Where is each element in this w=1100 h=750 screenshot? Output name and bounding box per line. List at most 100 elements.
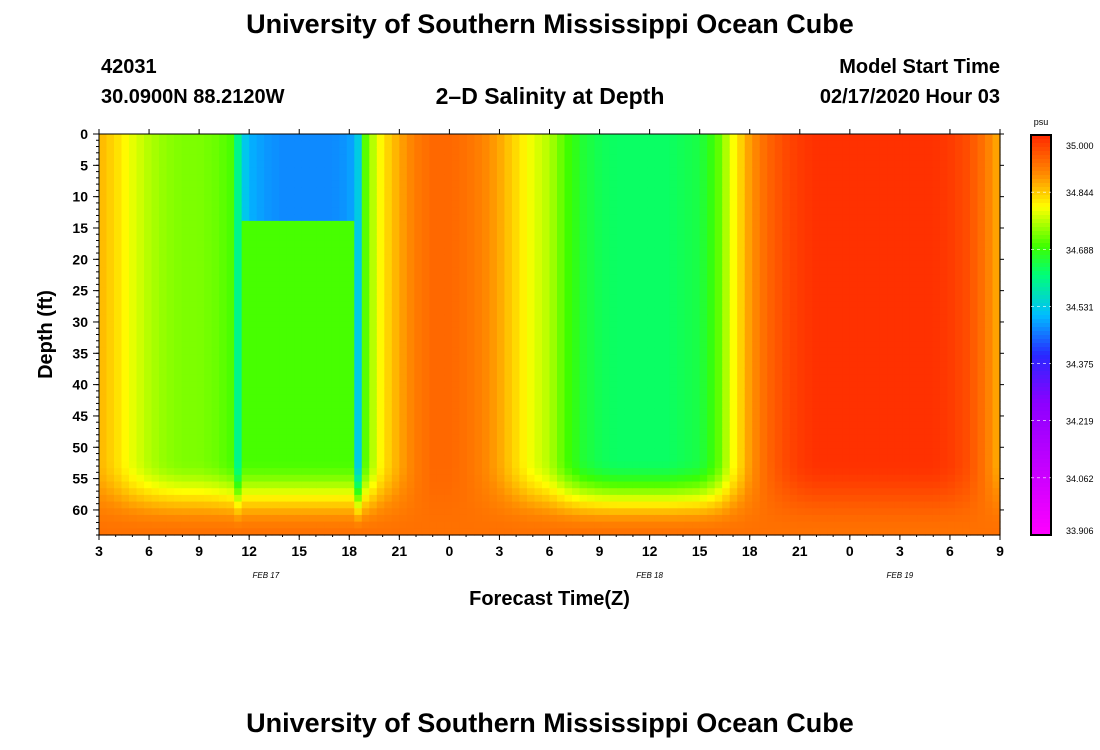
salinity-cell	[549, 354, 558, 362]
salinity-cell	[504, 414, 513, 422]
salinity-cell	[489, 214, 498, 222]
salinity-cell	[421, 147, 430, 155]
salinity-cell	[617, 354, 626, 362]
salinity-cell	[466, 187, 476, 195]
salinity-cell	[594, 267, 603, 275]
salinity-cell	[264, 454, 273, 463]
salinity-cell	[406, 461, 415, 469]
salinity-cell	[391, 468, 400, 476]
salinity-cell	[309, 494, 318, 503]
salinity-cell	[669, 461, 678, 469]
salinity-cell	[391, 441, 400, 449]
salinity-cell	[549, 347, 558, 356]
salinity-cell	[114, 354, 123, 362]
salinity-cell	[166, 180, 175, 189]
salinity-cell	[256, 408, 265, 416]
salinity-cell	[159, 468, 168, 476]
salinity-cell	[331, 187, 340, 195]
salinity-cell	[339, 294, 348, 302]
salinity-cell	[677, 361, 686, 369]
salinity-cell	[602, 434, 611, 443]
salinity-cell	[144, 180, 153, 189]
salinity-cell	[151, 321, 160, 329]
salinity-cell	[354, 200, 363, 209]
salinity-cell	[714, 508, 723, 516]
salinity-cell	[106, 167, 115, 175]
salinity-cell	[541, 508, 551, 516]
salinity-cell	[429, 488, 438, 496]
salinity-cell	[541, 381, 551, 389]
salinity-cell	[677, 434, 686, 443]
salinity-cell	[99, 441, 108, 449]
salinity-cell	[159, 234, 168, 242]
salinity-cell	[609, 408, 618, 416]
salinity-cell	[346, 267, 355, 275]
salinity-cell	[602, 514, 611, 523]
salinity-cell	[294, 347, 303, 356]
salinity-cell	[241, 240, 250, 249]
salinity-cell	[129, 528, 138, 536]
salinity-cell	[541, 387, 551, 396]
salinity-cell	[301, 461, 310, 469]
salinity-cell	[144, 134, 153, 142]
salinity-cell	[504, 287, 513, 295]
salinity-cell	[451, 167, 460, 175]
salinity-cell	[587, 454, 596, 463]
salinity-cell	[699, 194, 708, 202]
salinity-cell	[219, 254, 228, 262]
salinity-cell	[256, 234, 265, 242]
salinity-cell	[174, 260, 183, 269]
salinity-cell	[144, 247, 153, 255]
salinity-cell	[166, 488, 175, 496]
salinity-cell	[684, 508, 693, 516]
salinity-cell	[444, 354, 453, 362]
salinity-cell	[444, 207, 453, 215]
salinity-cell	[189, 247, 198, 255]
salinity-cell	[481, 294, 491, 302]
salinity-cell	[436, 254, 445, 262]
salinity-cell	[99, 367, 108, 376]
salinity-cell	[271, 421, 280, 429]
salinity-cell	[654, 347, 663, 356]
salinity-cell	[624, 387, 633, 396]
salinity-cell	[647, 394, 656, 402]
salinity-cell	[136, 401, 145, 409]
salinity-cell	[609, 227, 618, 235]
salinity-cell	[121, 327, 130, 336]
salinity-cell	[534, 528, 543, 536]
salinity-cell	[369, 501, 378, 509]
salinity-cell	[534, 274, 543, 282]
salinity-cell	[617, 494, 626, 503]
salinity-cell	[99, 281, 108, 289]
salinity-cell	[309, 501, 318, 509]
salinity-cell	[324, 354, 333, 362]
salinity-cell	[174, 434, 183, 443]
salinity-cell	[234, 494, 243, 503]
salinity-cell	[204, 514, 213, 523]
salinity-cell	[286, 387, 295, 396]
salinity-cell	[549, 147, 558, 155]
salinity-cell	[354, 494, 363, 503]
salinity-cell	[196, 514, 205, 523]
salinity-cell	[609, 501, 618, 509]
salinity-cell	[121, 361, 130, 369]
salinity-cell	[301, 528, 310, 536]
salinity-cell	[399, 394, 408, 402]
salinity-cell	[526, 488, 536, 496]
salinity-cell	[151, 494, 160, 503]
salinity-cell	[384, 428, 393, 436]
salinity-cell	[662, 207, 671, 215]
salinity-cell	[526, 274, 536, 282]
salinity-cell	[121, 347, 130, 356]
salinity-cell	[459, 287, 468, 295]
salinity-cell	[339, 207, 348, 215]
salinity-cell	[99, 187, 108, 195]
salinity-cell	[526, 367, 536, 376]
salinity-cell	[384, 260, 393, 269]
salinity-cell	[391, 508, 400, 516]
salinity-cell	[136, 274, 145, 282]
salinity-cell	[444, 414, 453, 422]
salinity-cell	[136, 281, 145, 289]
salinity-cell	[346, 401, 355, 409]
salinity-cell	[684, 214, 693, 222]
